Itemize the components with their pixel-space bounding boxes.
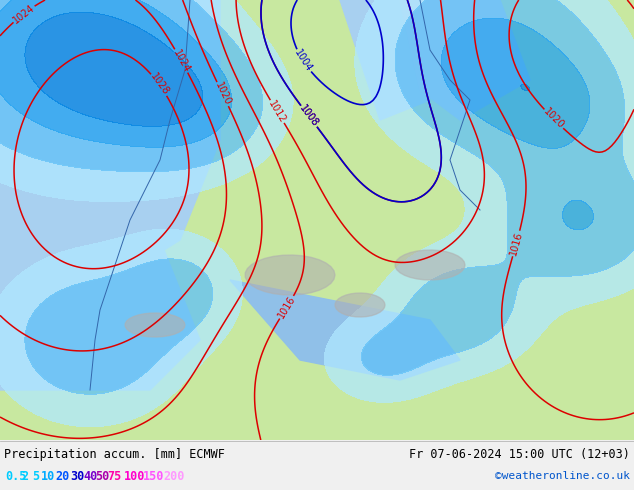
Text: 30: 30 [70,469,84,483]
Text: 1016: 1016 [508,230,524,257]
Text: 10: 10 [41,469,55,483]
Polygon shape [340,0,430,120]
Polygon shape [400,0,530,120]
Text: 1028: 1028 [148,72,171,98]
Polygon shape [0,240,200,390]
Text: 2: 2 [21,469,28,483]
Text: 100: 100 [124,469,145,483]
Text: 1024: 1024 [171,48,191,74]
Text: 40: 40 [83,469,97,483]
Text: 1016: 1016 [276,294,297,320]
Text: 150: 150 [143,469,164,483]
Polygon shape [395,250,465,280]
Text: 1024: 1024 [11,2,37,25]
Text: ©weatheronline.co.uk: ©weatheronline.co.uk [495,471,630,481]
Polygon shape [0,0,220,290]
Text: 0.5: 0.5 [5,469,27,483]
Text: 1008: 1008 [297,103,320,129]
Text: 5: 5 [32,469,39,483]
Text: Precipitation accum. [mm] ECMWF: Precipitation accum. [mm] ECMWF [4,447,225,461]
Polygon shape [125,313,185,337]
Text: 50: 50 [95,469,109,483]
Text: 200: 200 [163,469,184,483]
Text: 20: 20 [55,469,69,483]
Polygon shape [230,280,460,380]
Text: 1020: 1020 [213,81,233,107]
Text: Fr 07-06-2024 15:00 UTC (12+03): Fr 07-06-2024 15:00 UTC (12+03) [409,447,630,461]
Text: 75: 75 [107,469,121,483]
Polygon shape [335,293,385,317]
Text: 1012: 1012 [266,98,288,124]
Polygon shape [245,255,335,295]
Text: 1008: 1008 [297,103,320,129]
Text: 1020: 1020 [541,107,566,131]
Text: 1004: 1004 [292,48,314,74]
